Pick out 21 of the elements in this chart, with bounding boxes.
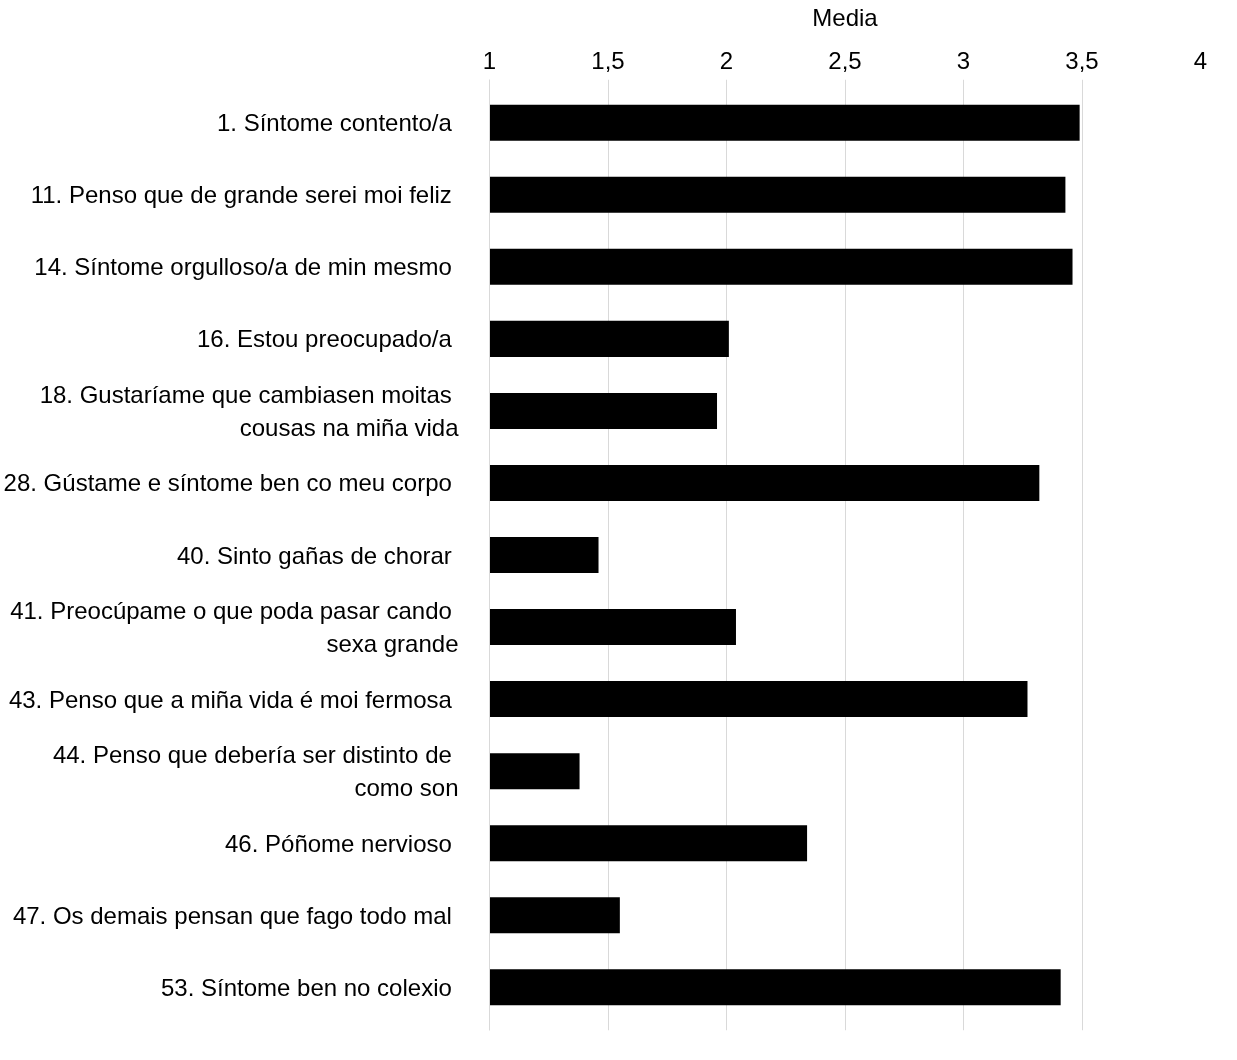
- x-tick-label: 3,5: [1065, 46, 1099, 74]
- y-tick-label: 53. Síntome ben no colexio: [160, 973, 452, 1001]
- x-axis-title: Media: [812, 3, 879, 31]
- y-tick-label: 28. Gústame e síntome ben co meu corpo: [3, 469, 452, 497]
- y-tick-label: 1. Síntome contento/a: [217, 109, 453, 137]
- y-tick-label: 44. Penso que debería ser distinto de como son: [52, 741, 459, 801]
- y-tick-label: 16. Estou preocupado/a: [196, 325, 453, 353]
- y-tick-label: 47. Os demais pensan que fago todo mal: [12, 901, 452, 929]
- x-tick-label: 1,5: [591, 46, 625, 74]
- x-tick-label: 1: [482, 46, 497, 74]
- y-tick-label: 14. Síntome orgulloso/a de min mesmo: [34, 253, 452, 281]
- y-tick-label: 43. Penso que a miña vida é moi fermosa: [8, 685, 453, 713]
- x-tick-label: 3: [956, 46, 971, 74]
- x-tick-label: 4: [1193, 46, 1208, 74]
- y-tick-label: 18. Gustaríame que cambiasen moitas cousas na miña vida: [39, 381, 460, 441]
- x-tick-label: 2,5: [828, 46, 862, 74]
- y-tick-label: 46. Póñome nervioso: [225, 829, 452, 857]
- x-tick-label: 2: [719, 46, 734, 74]
- y-tick-label: 40. Sinto gañas de chorar: [176, 541, 452, 569]
- y-tick-label: 11. Penso que de grande serei moi feliz: [30, 181, 452, 209]
- y-tick-label: 41. Preocúpame o que poda pasar cando sexa grande: [10, 597, 459, 657]
